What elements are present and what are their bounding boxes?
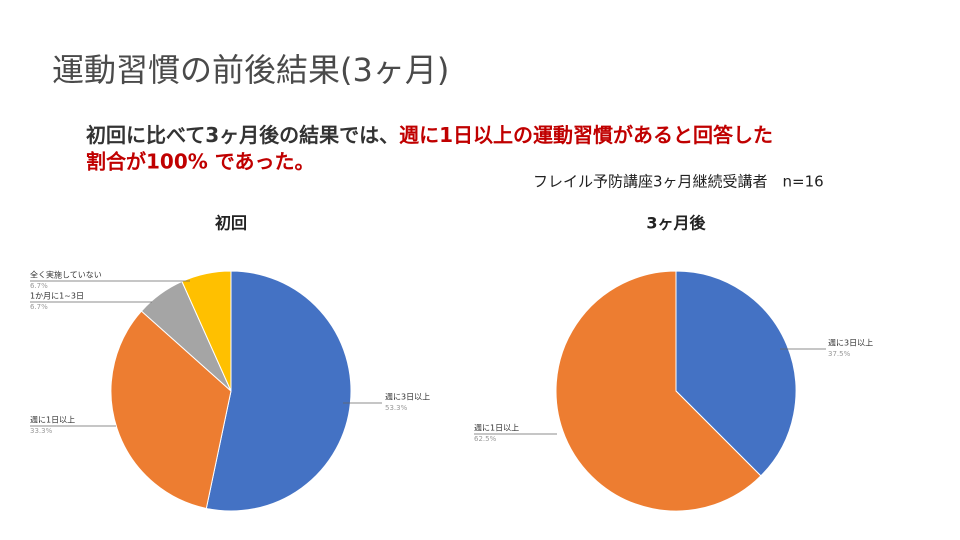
pie-slice <box>205 270 352 512</box>
pie-title: 3ヶ月後 <box>646 214 706 233</box>
slice-value-label: 6.7% <box>30 282 48 290</box>
slide-title: 運動習慣の前後結果(3ヶ月) <box>52 51 449 89</box>
pie-slice <box>675 270 797 477</box>
slice-label: 週に1日以上 <box>30 416 75 425</box>
pie-slice <box>181 270 232 392</box>
pie-title: 初回 <box>215 214 247 233</box>
pie-slice <box>555 270 762 512</box>
pie-slice <box>110 310 232 510</box>
slice-label: 1か月に1~3日 <box>30 292 84 301</box>
slice-label: 週に3日以上 <box>828 339 873 348</box>
slice-value-label: 33.3% <box>30 427 53 435</box>
summary-text: 初回に比べて3ヶ月後の結果では、週に1日以上の運動習慣があると回答した <box>86 123 773 147</box>
summary-black: 初回に比べて3ヶ月後の結果では、 <box>86 123 399 147</box>
summary-red: 週に1日以上の運動習慣があると回答した <box>399 123 773 147</box>
note: フレイル予防講座3ヶ月継続受講者 n=16 <box>533 173 824 191</box>
summary-red-2: 割合が100% であった。 <box>86 150 315 174</box>
slice-value-label: 53.3% <box>385 404 408 412</box>
slice-label: 週に3日以上 <box>385 393 430 402</box>
slice-value-label: 6.7% <box>30 303 48 311</box>
slice-value-label: 62.5% <box>474 435 497 443</box>
slice-value-label: 37.5% <box>828 350 851 358</box>
slice-label: 週に1日以上 <box>474 424 519 433</box>
slice-label: 全く実施していない <box>30 270 102 280</box>
